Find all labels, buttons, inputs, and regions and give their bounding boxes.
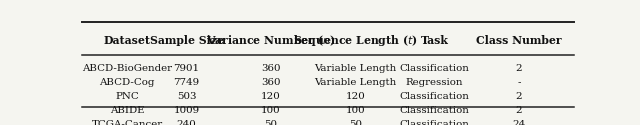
Text: Variance Number ($n$): Variance Number ($n$): [206, 34, 335, 48]
Text: 240: 240: [177, 120, 196, 125]
Text: 2: 2: [516, 106, 522, 115]
Text: 50: 50: [349, 120, 362, 125]
Text: 50: 50: [264, 120, 278, 125]
Text: 2: 2: [516, 92, 522, 101]
Text: 120: 120: [261, 92, 281, 101]
Text: 1009: 1009: [173, 106, 200, 115]
Text: 100: 100: [261, 106, 281, 115]
Text: Classification: Classification: [400, 92, 470, 101]
Text: 7901: 7901: [173, 64, 200, 73]
Text: Regression: Regression: [406, 78, 463, 87]
Text: ABCD-Cog: ABCD-Cog: [99, 78, 155, 87]
Text: Variable Length: Variable Length: [314, 64, 396, 73]
Text: Classification: Classification: [400, 120, 470, 125]
Text: Class Number: Class Number: [476, 36, 562, 46]
Text: Classification: Classification: [400, 106, 470, 115]
Text: ABIDE: ABIDE: [110, 106, 145, 115]
Text: Variable Length: Variable Length: [314, 78, 396, 87]
Text: 360: 360: [261, 64, 281, 73]
Text: Sample Size: Sample Size: [150, 36, 223, 46]
Text: 120: 120: [346, 92, 365, 101]
Text: 503: 503: [177, 92, 196, 101]
Text: 7749: 7749: [173, 78, 200, 87]
Text: 360: 360: [261, 78, 281, 87]
Text: ABCD-BioGender: ABCD-BioGender: [82, 64, 172, 73]
Text: Task: Task: [420, 36, 449, 46]
Text: -: -: [517, 78, 521, 87]
Text: 100: 100: [346, 106, 365, 115]
Text: TCGA-Cancer: TCGA-Cancer: [92, 120, 163, 125]
Text: Dataset: Dataset: [104, 36, 150, 46]
Text: Classification: Classification: [400, 64, 470, 73]
Text: 2: 2: [516, 64, 522, 73]
Text: Sequence Length ($t$): Sequence Length ($t$): [293, 34, 418, 48]
Text: 24: 24: [513, 120, 525, 125]
Text: PNC: PNC: [115, 92, 139, 101]
